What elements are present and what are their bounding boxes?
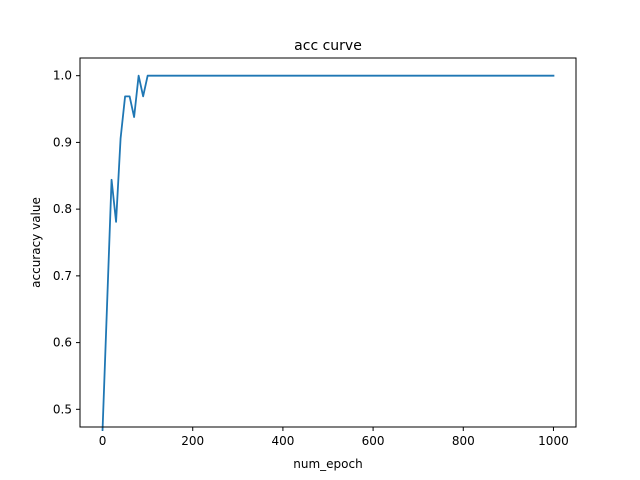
y-tick-label: 0.5 [53, 402, 72, 416]
chart-title: acc curve [294, 38, 362, 54]
y-tick-label: 0.6 [53, 336, 72, 350]
y-tick-label: 0.9 [53, 135, 72, 149]
y-axis-label: accuracy value [29, 197, 43, 288]
y-tick-label: 0.7 [53, 269, 72, 283]
x-tick-label: 400 [271, 434, 294, 448]
x-tick-label: 1000 [538, 434, 569, 448]
x-axis-label: num_epoch [293, 457, 362, 471]
x-tick-label: 200 [181, 434, 204, 448]
y-tick-label: 1.0 [53, 69, 72, 83]
x-tick-label: 800 [452, 434, 475, 448]
accuracy-series-line [101, 74, 555, 431]
x-tick-label: 600 [362, 434, 385, 448]
axes-frame [79, 57, 577, 428]
plot-area: 0 200 400 600 800 1000 0.5 0.6 0.7 0.8 0.9 1.0 [53, 69, 569, 448]
x-tick-label: 0 [99, 434, 107, 448]
y-tick-label: 0.8 [53, 202, 72, 216]
